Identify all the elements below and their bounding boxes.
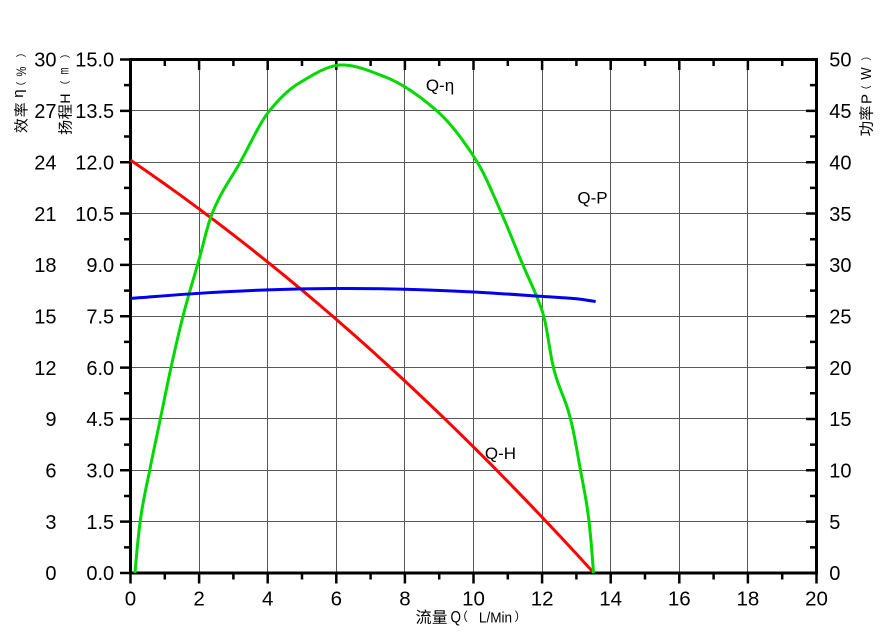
svg-text:10.5: 10.5 bbox=[75, 204, 114, 226]
svg-text:0.0: 0.0 bbox=[86, 563, 114, 585]
svg-text:18: 18 bbox=[34, 255, 56, 277]
svg-text:20: 20 bbox=[805, 587, 828, 610]
svg-text:45: 45 bbox=[829, 101, 851, 123]
svg-text:%: % bbox=[13, 67, 29, 77]
svg-text:18: 18 bbox=[736, 587, 759, 610]
svg-text:2: 2 bbox=[193, 587, 204, 610]
svg-text:20: 20 bbox=[829, 358, 851, 380]
svg-text:8: 8 bbox=[399, 587, 410, 610]
svg-text:15: 15 bbox=[34, 306, 56, 328]
svg-text:W: W bbox=[859, 67, 875, 80]
svg-text:0: 0 bbox=[125, 587, 136, 610]
svg-text:P: P bbox=[858, 94, 875, 104]
svg-text:9.0: 9.0 bbox=[86, 255, 114, 277]
svg-text:3: 3 bbox=[45, 512, 56, 534]
svg-text:Q-P: Q-P bbox=[577, 189, 607, 208]
svg-text:6.0: 6.0 bbox=[86, 358, 114, 380]
svg-text:40: 40 bbox=[829, 152, 851, 174]
svg-text:27: 27 bbox=[34, 101, 56, 123]
svg-text:30: 30 bbox=[829, 255, 851, 277]
svg-text:Q-H: Q-H bbox=[485, 444, 516, 463]
svg-text:10: 10 bbox=[829, 461, 851, 483]
svg-text:16: 16 bbox=[668, 587, 691, 610]
svg-text:4: 4 bbox=[262, 587, 273, 610]
svg-text:3.0: 3.0 bbox=[86, 461, 114, 483]
svg-text:H: H bbox=[57, 93, 73, 103]
svg-text:9: 9 bbox=[45, 409, 56, 431]
svg-text:L/Min: L/Min bbox=[479, 609, 512, 626]
svg-text:21: 21 bbox=[34, 204, 56, 226]
svg-text:13.5: 13.5 bbox=[75, 101, 114, 123]
svg-text:5: 5 bbox=[829, 512, 840, 534]
svg-text:15: 15 bbox=[829, 409, 851, 431]
svg-text:Q: Q bbox=[450, 608, 461, 627]
svg-text:12.0: 12.0 bbox=[75, 152, 114, 174]
svg-text:35: 35 bbox=[829, 204, 851, 226]
svg-text:4.5: 4.5 bbox=[86, 409, 114, 431]
svg-text:m: m bbox=[56, 68, 72, 75]
svg-text:14: 14 bbox=[599, 587, 622, 610]
svg-text:Q-η: Q-η bbox=[426, 76, 454, 95]
svg-text:10: 10 bbox=[462, 587, 485, 610]
svg-text:7.5: 7.5 bbox=[86, 306, 114, 328]
svg-text:0: 0 bbox=[45, 563, 56, 585]
svg-text:25: 25 bbox=[829, 306, 851, 328]
svg-text:6: 6 bbox=[45, 461, 56, 483]
svg-text:12: 12 bbox=[531, 587, 554, 610]
svg-text:50: 50 bbox=[829, 50, 851, 72]
svg-text:30: 30 bbox=[34, 50, 56, 72]
svg-text:15.0: 15.0 bbox=[75, 50, 114, 72]
svg-text:24: 24 bbox=[34, 152, 56, 174]
svg-text:6: 6 bbox=[331, 587, 342, 610]
svg-text:0: 0 bbox=[829, 563, 840, 585]
svg-text:η: η bbox=[10, 89, 27, 97]
svg-text:1.5: 1.5 bbox=[86, 512, 114, 534]
svg-text:12: 12 bbox=[34, 358, 56, 380]
